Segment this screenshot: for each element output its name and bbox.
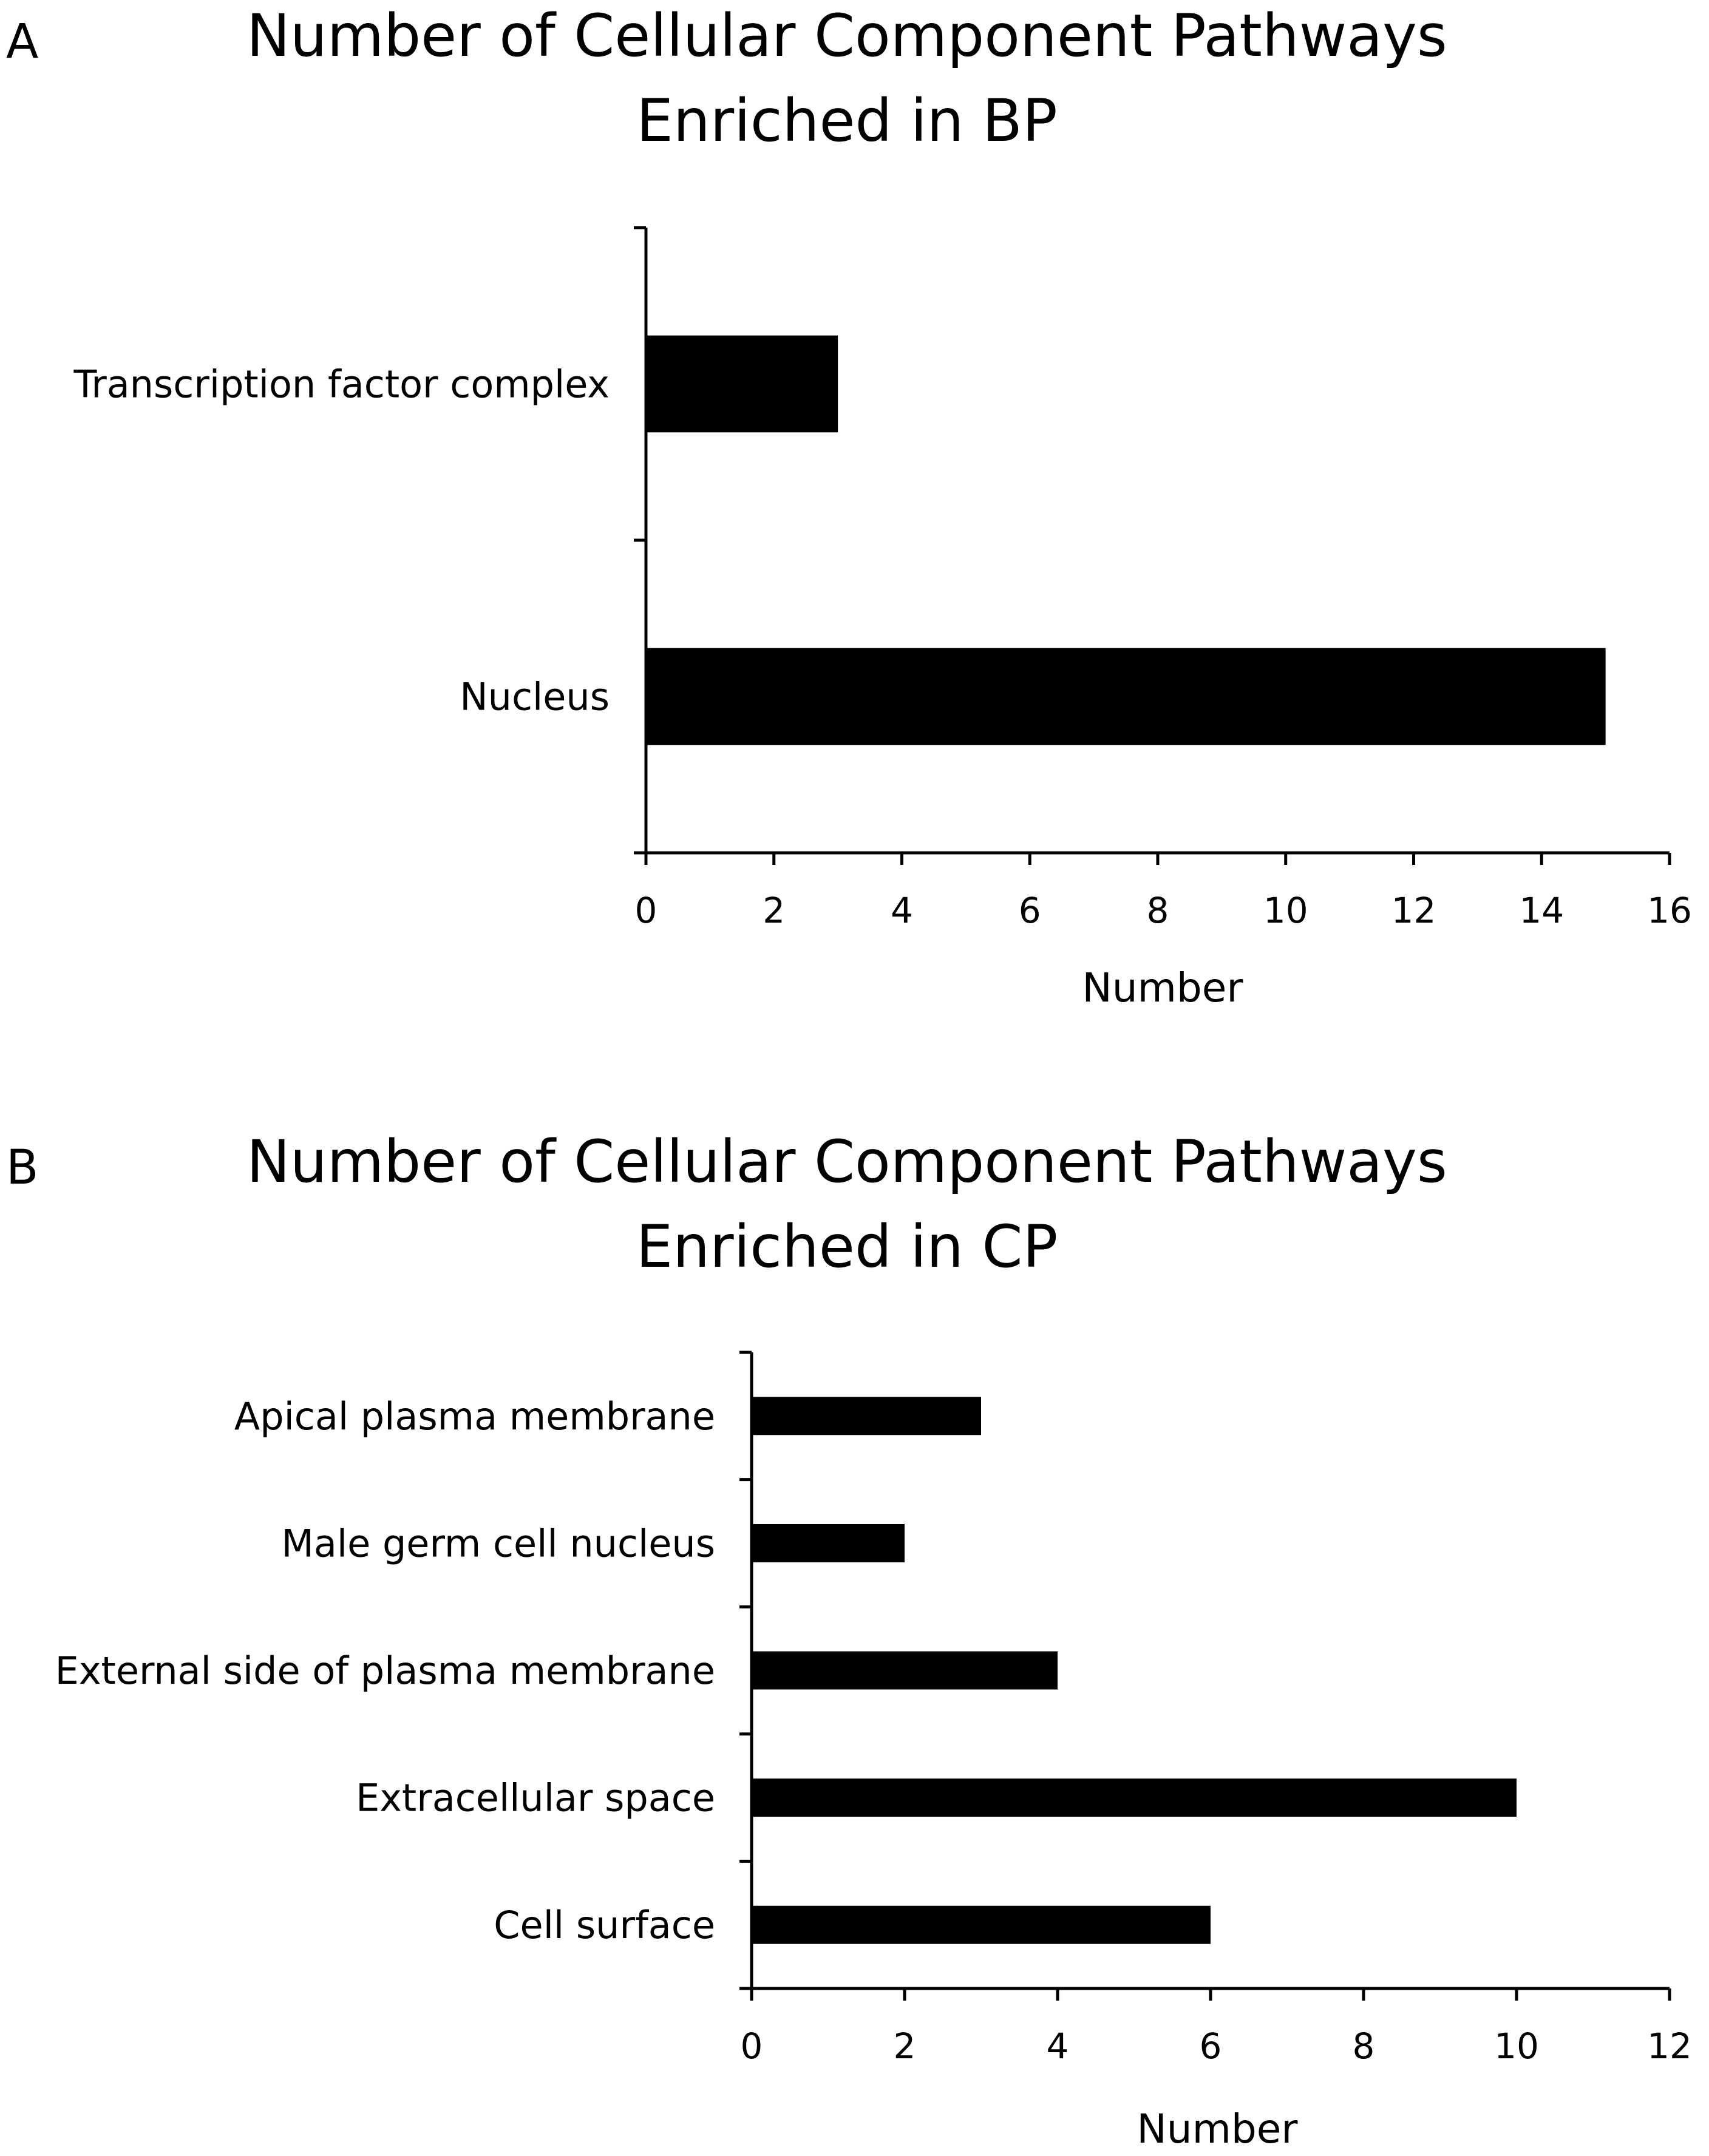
panel-b-category-label: Cell surface	[494, 1903, 715, 1947]
panel-a-title-line-2: Enriched in BP	[636, 87, 1058, 155]
panel-b-letter: B	[6, 1141, 39, 1195]
panel-a-category-label: Nucleus	[460, 675, 610, 719]
panel-b-x-tick-label: 4	[1047, 2025, 1069, 2067]
panel-b-category-label: External side of plasma membrane	[55, 1649, 715, 1693]
panel-a-title-line-1: Number of Cellular Component Pathways	[246, 2, 1447, 70]
panel-a-x-tick-label: 14	[1519, 890, 1564, 931]
panel-b-bar	[752, 1905, 1211, 1944]
panel-b-bar	[752, 1651, 1058, 1690]
panel-a-x-tick-label: 6	[1019, 890, 1041, 931]
panel-a-x-tick-label: 8	[1147, 890, 1169, 931]
panel-b-x-axis-title: Number	[1137, 2106, 1298, 2152]
panel-a-x-tick-label: 4	[891, 890, 913, 931]
panel-b-category-label: Apical plasma membrane	[234, 1394, 715, 1439]
panel-a-x-tick-label: 16	[1647, 890, 1692, 931]
panel-a-bar	[646, 335, 838, 433]
panel-b-x-tick-label: 6	[1200, 2025, 1222, 2067]
panel-a-plot-area: Transcription factor complex Nucleus 0 2 4 6 8…	[73, 226, 1692, 931]
panel-b-title-line-1: Number of Cellular Component Pathways	[246, 1128, 1447, 1196]
panel-a-chart: A Number of Cellular Component Pathways …	[6, 2, 1692, 1011]
panel-a-x-tick-label: 10	[1263, 890, 1308, 931]
panel-b-x-tick-label: 0	[741, 2025, 763, 2067]
panel-b-x-tick-label: 12	[1647, 2025, 1692, 2067]
panel-b-category-label: Male germ cell nucleus	[281, 1521, 715, 1565]
panel-b-bar	[752, 1524, 905, 1562]
panel-b-x-tick-label: 2	[894, 2025, 916, 2067]
panel-b-chart: B Number of Cellular Component Pathways …	[6, 1128, 1692, 2152]
panel-a-x-axis-title: Number	[1082, 964, 1243, 1011]
panel-a-letter: A	[6, 15, 38, 69]
panel-a-x-tick-label: 0	[635, 890, 657, 931]
panel-a-x-tick-label: 12	[1391, 890, 1436, 931]
panel-a-category-label: Transcription factor complex	[73, 362, 610, 407]
panel-b-title-line-2: Enriched in CP	[636, 1213, 1058, 1281]
panel-a-x-tick-label: 2	[763, 890, 785, 931]
panel-b-x-tick-label: 10	[1494, 2025, 1539, 2067]
panel-b-category-label: Extracellular space	[356, 1776, 715, 1820]
panel-b-bar	[752, 1778, 1517, 1817]
panel-a-bar	[646, 648, 1606, 745]
panel-b-x-tick-label: 8	[1353, 2025, 1375, 2067]
panel-b-bar	[752, 1397, 981, 1436]
panel-b-plot-area: Apical plasma membrane Male germ cell nuc…	[55, 1351, 1692, 2067]
